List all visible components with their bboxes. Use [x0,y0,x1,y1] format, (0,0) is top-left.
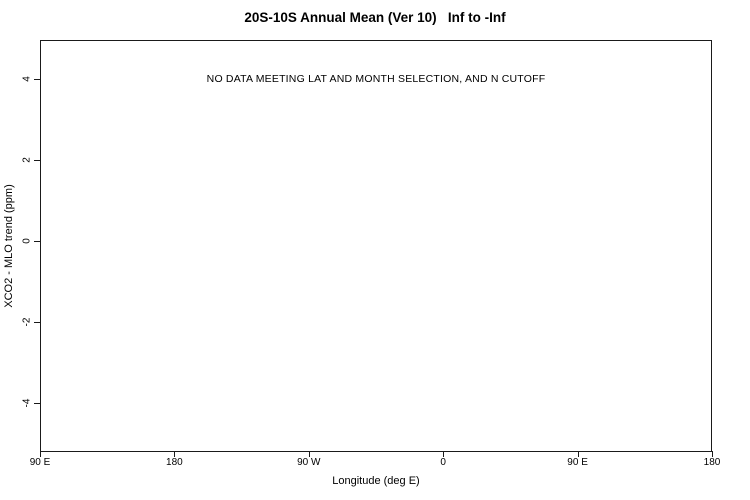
y-tick-label: 0 [21,238,33,245]
x-tick-label: 90 W [297,457,321,468]
y-tick-label: 4 [21,76,33,83]
x-axis-label: Longitude (deg E) [332,475,420,487]
x-tick-label: 0 [440,457,446,468]
y-tick-mark [34,322,40,324]
x-tick-label: 180 [166,457,183,468]
y-tick-mark [34,160,40,162]
y-tick-label: -4 [21,398,33,408]
y-tick-label: 2 [21,157,33,164]
no-data-annotation: NO DATA MEETING LAT AND MONTH SELECTION,… [206,73,546,86]
plot-area [40,40,712,452]
x-tick-mark [174,451,176,457]
y-tick-mark [34,79,40,81]
x-tick-mark [308,451,310,457]
x-tick-mark [712,451,713,457]
x-tick-label: 90 E [29,457,51,468]
x-tick-mark [443,451,445,457]
y-tick-mark [34,403,40,405]
chart-title: 20S-10S Annual Mean (Ver 10) Inf to -Inf [244,10,506,25]
y-tick-label: -2 [21,317,33,327]
y-tick-mark [34,241,40,243]
x-tick-label: 90 E [567,457,588,468]
x-tick-mark [40,451,41,457]
x-tick-label: 180 [703,457,721,468]
x-tick-mark [577,451,579,457]
y-axis-label: XCO2 - MLO trend (ppm) [3,184,15,308]
